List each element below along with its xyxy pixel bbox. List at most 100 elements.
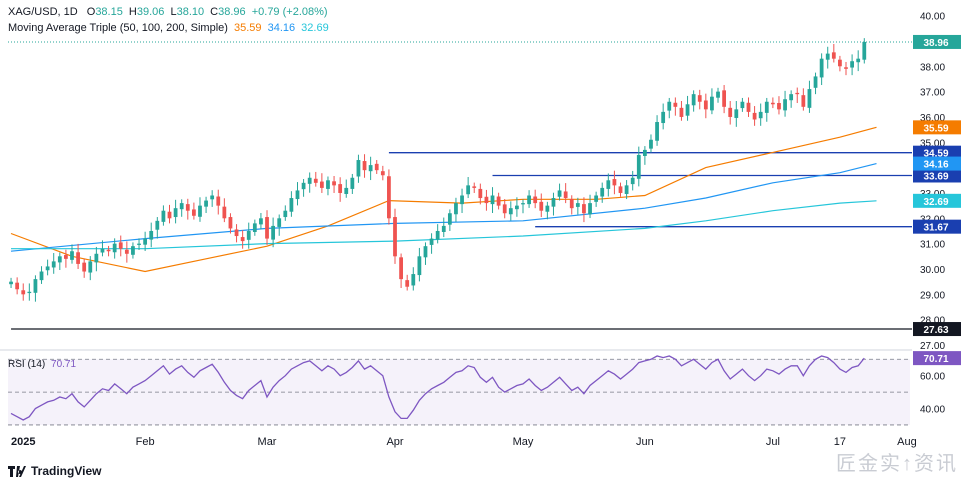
candle-body — [710, 96, 714, 111]
ma200-value: 32.69 — [301, 22, 329, 34]
candle-body — [143, 238, 148, 245]
candle-body — [191, 209, 196, 216]
ma200-line — [11, 200, 877, 250]
candle-body — [496, 196, 501, 206]
price-tag — [913, 34, 961, 49]
candle-body — [417, 256, 422, 276]
candle-body — [161, 210, 166, 222]
candle-body — [137, 243, 141, 245]
price-tick-label: 28.00 — [920, 316, 945, 327]
candle-body — [801, 95, 806, 107]
price-tag-label: 38.96 — [923, 38, 948, 49]
price-tag-label: 35.59 — [923, 123, 948, 134]
time-tick-label: Jun — [636, 436, 654, 448]
candle-body — [862, 41, 867, 60]
rsi-pane — [8, 355, 910, 426]
candle-body — [758, 111, 763, 119]
ma100-line — [10, 163, 877, 252]
candle-body — [393, 217, 397, 257]
candle-body — [594, 195, 599, 202]
rsi-legend[interactable]: RSI (14) 70.71 — [8, 359, 79, 370]
symbol-label: XAG/USD, 1D — [8, 6, 78, 18]
rsi-line — [10, 355, 865, 421]
level-tag-34.59 — [913, 145, 961, 160]
candle-body — [21, 290, 26, 295]
candle-body — [685, 104, 690, 116]
candle-body — [216, 196, 221, 206]
candle-body — [313, 178, 318, 183]
candle-body — [271, 225, 276, 240]
candle-body — [435, 230, 440, 240]
price-tick-label: 36.00 — [920, 113, 945, 124]
candle-body — [831, 52, 836, 59]
candle-body — [204, 200, 208, 207]
symbol-header: XAG/USD, 1D O38.15 H39.06 L38.10 C38.96 … — [8, 6, 331, 18]
rsi-title: RSI (14) — [8, 359, 46, 370]
candle-body — [332, 181, 336, 186]
candle-body — [752, 112, 757, 120]
level-label: 34.59 — [923, 149, 948, 160]
ohlc-low-label: L — [170, 6, 177, 18]
ohlc-open: 38.15 — [95, 6, 123, 18]
candle-body — [521, 203, 525, 205]
horizontal-levels — [8, 41, 912, 330]
candle-body — [770, 102, 775, 105]
candle-body — [783, 99, 787, 111]
candle-body — [240, 237, 245, 242]
time-tick-label: 17 — [834, 436, 846, 448]
candle-body — [764, 101, 769, 113]
candle-body — [167, 211, 172, 219]
candle-body — [234, 229, 239, 237]
price-axis: 27.0028.0029.0030.0031.0032.0033.0034.00… — [913, 12, 961, 416]
ohlc-high-label: H — [128, 6, 137, 18]
candle-body — [210, 195, 215, 200]
candle-body — [70, 251, 74, 260]
ma-legend[interactable]: Moving Average Triple (50, 100, 200, Sim… — [8, 22, 332, 34]
candle-body — [844, 67, 848, 69]
candle-body — [94, 253, 99, 263]
rsi-tag-label: 70.71 — [923, 354, 948, 365]
candle-body — [185, 204, 190, 211]
price-tick-label: 27.00 — [920, 341, 945, 352]
candle-body — [551, 198, 556, 207]
time-tick-label: Mar — [258, 436, 277, 448]
candle-body — [374, 163, 379, 171]
candle-body — [198, 205, 202, 217]
rsi-tag — [913, 351, 961, 366]
candle-body — [716, 91, 720, 98]
candle-body — [39, 271, 44, 281]
candle-body — [508, 208, 513, 215]
candle-body — [326, 180, 330, 189]
time-tick-label: Aug — [897, 436, 917, 448]
candle-body — [15, 282, 20, 290]
candle-body — [624, 185, 629, 194]
candle-body — [112, 243, 117, 253]
candle-body — [740, 101, 745, 109]
candle-body — [301, 182, 306, 190]
candle-body — [411, 274, 416, 286]
candle-body — [9, 281, 13, 285]
ma50-value: 35.59 — [233, 22, 262, 34]
candle-body — [405, 280, 410, 287]
rsi-value: 70.71 — [51, 359, 77, 370]
time-tick-label: Feb — [136, 436, 155, 448]
ohlc-change: +0.79 (+2.08%) — [251, 6, 328, 18]
candle-body — [588, 203, 592, 215]
candle-body — [472, 186, 477, 188]
candle-body — [64, 255, 68, 259]
tradingview-logo[interactable]: TradingView — [8, 464, 101, 478]
candle-body — [697, 95, 702, 102]
price-tag — [913, 193, 961, 208]
brand-label: TradingView — [31, 464, 102, 478]
candle-body — [606, 180, 611, 189]
candle-body — [661, 111, 666, 124]
candle-body — [838, 59, 842, 67]
candle-body — [222, 206, 227, 219]
price-tag-label: 34.16 — [923, 160, 948, 171]
ohlc-open-label: O — [86, 6, 96, 18]
candle-body — [350, 177, 355, 189]
candle-body — [502, 204, 507, 214]
candle-body — [533, 196, 538, 204]
candle-body — [277, 218, 282, 227]
